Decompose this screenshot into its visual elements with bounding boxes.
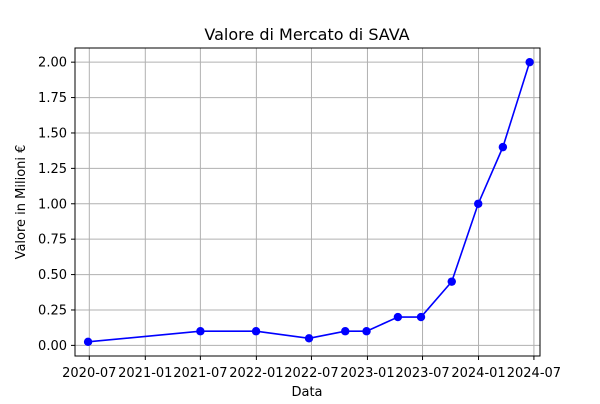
data-point: [341, 327, 350, 336]
data-point: [498, 142, 508, 152]
data-point: [362, 327, 371, 336]
data-point: [196, 327, 205, 336]
y-tick-label: 1.25: [38, 162, 67, 177]
data-point: [393, 312, 403, 322]
chart-title: Valore di Mercato di SAVA: [204, 25, 409, 44]
x-tick-label: 2022-07: [284, 366, 338, 381]
x-tick-label: 2022-01: [229, 366, 283, 381]
y-tick-label: 1.00: [38, 197, 67, 212]
y-tick-label: 0.00: [38, 339, 67, 354]
data-point: [83, 337, 93, 347]
series-line: [88, 61, 531, 343]
x-tick-label: 2023-07: [395, 366, 449, 381]
x-tick-label: 2023-01: [340, 366, 394, 381]
data-point: [416, 312, 426, 322]
x-tick-label: 2024-07: [507, 366, 561, 381]
y-tick-label: 0.75: [38, 233, 67, 248]
data-point: [251, 327, 261, 336]
grid: [75, 48, 540, 356]
x-axis: 2020-07 2021-01 2021-07 2022-01 2022-07 2023-…: [62, 356, 561, 381]
y-tick-label: 1.75: [38, 91, 67, 106]
x-tick-label: 2021-07: [173, 366, 227, 381]
data-point: [474, 199, 483, 208]
series-layer: [83, 57, 534, 347]
y-axis-label: Valore in Milioni €: [14, 145, 29, 260]
data-point: [525, 57, 534, 67]
y-tick-label: 2.00: [38, 56, 67, 71]
y-tick-label: 0.25: [38, 303, 67, 318]
x-tick-label: 2024-01: [451, 366, 505, 381]
y-tick-label: 1.50: [38, 126, 67, 141]
y-tick-label: 0.50: [38, 268, 67, 283]
y-axis: 0.00 0.25 0.50 0.75 1.00 1.25 1.50 1.75 2.00: [38, 56, 75, 354]
data-point: [304, 334, 314, 343]
plot-frame: [74, 47, 541, 357]
data-point: [447, 277, 456, 286]
x-tick-label: 2020-07: [62, 366, 116, 381]
x-tick-label: 2021-01: [118, 366, 172, 381]
x-axis-label: Data: [291, 385, 322, 400]
